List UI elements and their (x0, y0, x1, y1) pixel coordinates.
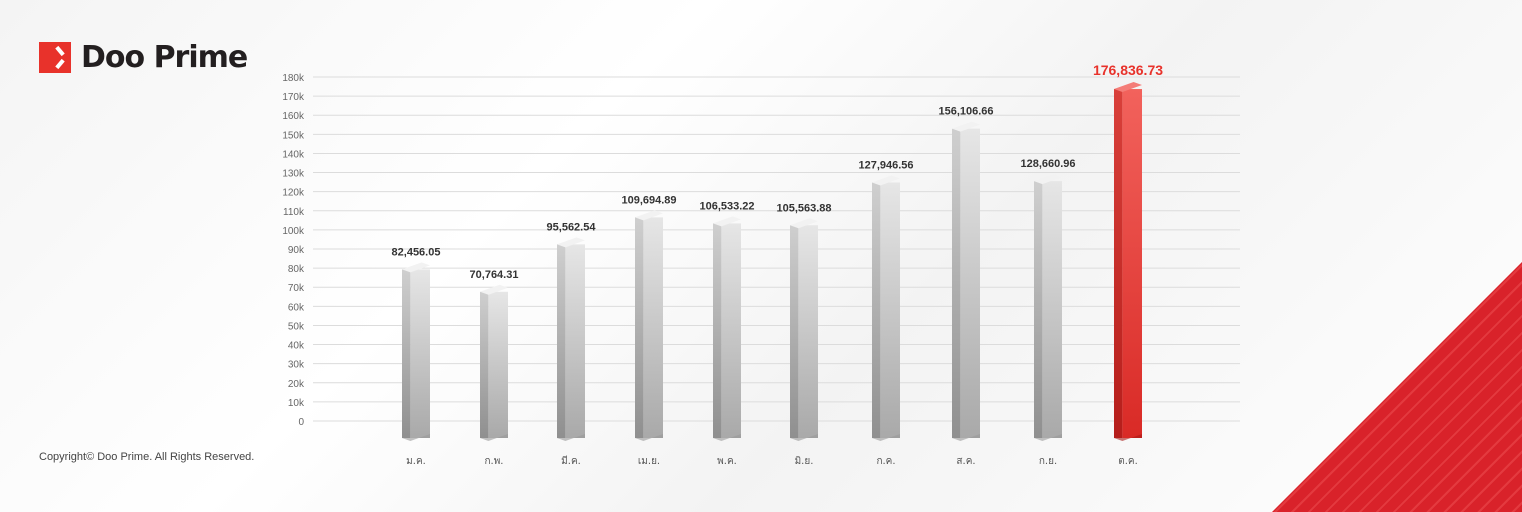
x-tick-label: ม.ค. (406, 456, 426, 467)
y-tick-label: 90k (288, 245, 305, 256)
brand-name: Doo Prime (81, 40, 248, 75)
bar-8 (1034, 174, 1062, 441)
bar-base (790, 434, 818, 441)
bar-3 (635, 210, 663, 441)
bar-side (952, 128, 961, 438)
x-tick-label: ก.ค. (876, 456, 895, 467)
data-label: 109,694.89 (621, 194, 676, 206)
bar-top (402, 262, 430, 273)
bar-base (480, 434, 508, 441)
bar (410, 269, 430, 438)
bar-side (872, 182, 881, 438)
bar (880, 182, 900, 438)
bar (1122, 89, 1142, 439)
bar-2 (557, 237, 585, 441)
x-tick-label: มิ.ย. (795, 456, 814, 467)
bar-7 (952, 121, 980, 441)
y-tick-label: 110k (283, 207, 305, 218)
data-label: 156,106.66 (938, 106, 993, 118)
data-label: 106,533.22 (699, 200, 754, 212)
y-tick-label: 0 (298, 417, 304, 428)
y-tick-label: 100k (282, 226, 305, 237)
bar-base (557, 434, 585, 441)
bar-6 (872, 175, 900, 441)
bar (565, 244, 585, 438)
x-tick-label: ก.ย. (1039, 456, 1057, 467)
bar-top (635, 210, 663, 221)
y-tick-label: 170k (282, 92, 305, 103)
bar-4 (713, 216, 741, 441)
y-tick-label: 10k (288, 398, 305, 409)
bar-top (952, 121, 980, 132)
bar (721, 223, 741, 438)
x-tick-label: มี.ค. (561, 455, 581, 467)
bar-top (1034, 174, 1062, 185)
y-tick-label: 70k (288, 283, 305, 294)
data-label: 176,836.73 (1093, 62, 1163, 78)
y-tick-label: 180k (282, 73, 305, 84)
bar (798, 225, 818, 438)
bar (488, 291, 508, 438)
bar-top (713, 216, 741, 227)
bar-top (557, 237, 585, 248)
y-tick-label: 160k (282, 111, 305, 122)
bar-side (713, 223, 722, 438)
x-tick-label: ก.พ. (484, 456, 503, 467)
bar-side (402, 269, 411, 438)
y-tick-label: 120k (282, 188, 305, 199)
data-label: 127,946.56 (858, 159, 913, 171)
copyright-text: Copyright© Doo Prime. All Rights Reserve… (39, 451, 255, 463)
bar-top (1114, 82, 1142, 93)
bar-base (952, 434, 980, 441)
y-tick-label: 60k (288, 302, 305, 313)
y-tick-label: 150k (282, 130, 305, 141)
bar (1042, 181, 1062, 438)
bar-side (1114, 89, 1123, 439)
bar-base (872, 434, 900, 441)
y-tick-label: 80k (288, 264, 305, 275)
x-tick-label: ต.ค. (1118, 456, 1138, 467)
bar-side (1034, 181, 1043, 438)
y-tick-label: 20k (288, 379, 305, 390)
bar-base (1034, 434, 1062, 441)
y-tick-label: 40k (288, 341, 305, 352)
data-label: 95,562.54 (547, 221, 597, 233)
bar-base (635, 434, 663, 441)
y-tick-label: 30k (288, 360, 305, 371)
bar-5 (790, 218, 818, 441)
bar-0 (402, 262, 430, 441)
bar-base (402, 434, 430, 441)
bar-base (713, 434, 741, 441)
logo-icon (39, 42, 71, 73)
y-tick-label: 130k (282, 169, 305, 180)
bar-base (1114, 434, 1142, 441)
data-label: 128,660.96 (1020, 158, 1075, 170)
x-tick-label: เม.ย. (638, 456, 660, 467)
bar-side (557, 244, 566, 438)
data-label: 82,456.05 (392, 246, 441, 258)
data-label: 70,764.31 (470, 269, 519, 281)
bar-top (872, 175, 900, 186)
y-tick-label: 140k (282, 149, 305, 160)
x-tick-label: ส.ค. (956, 456, 975, 467)
bar-top (480, 284, 508, 295)
bar-top (790, 218, 818, 229)
bar-side (790, 225, 799, 438)
logo: Doo Prime (39, 40, 248, 75)
bar-side (480, 291, 489, 438)
bar (960, 128, 980, 438)
bar-9 (1114, 82, 1142, 441)
x-tick-label: พ.ค. (717, 456, 737, 467)
bar-side (635, 217, 644, 438)
data-label: 105,563.88 (776, 202, 831, 214)
bar-1 (480, 284, 508, 441)
bar (643, 217, 663, 438)
y-tick-label: 50k (288, 321, 305, 332)
